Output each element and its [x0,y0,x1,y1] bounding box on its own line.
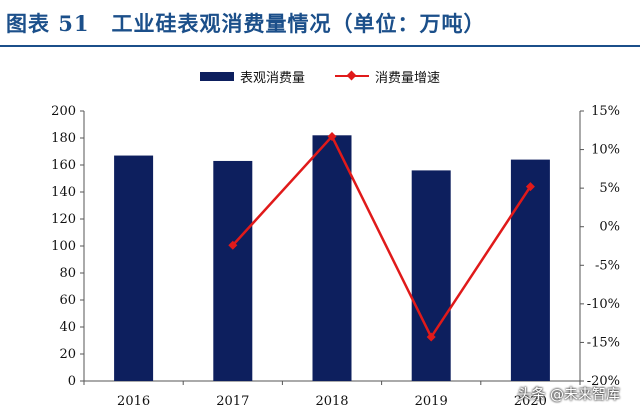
y-left-tick-label: 0 [68,374,76,389]
chart-legend: 表观消费量 消费量增速 [0,66,640,86]
x-tick-label: 2019 [415,394,448,409]
legend-bar-label: 表观消费量 [239,70,305,86]
y-right-tick-label: 5% [599,181,620,196]
y-left-tick-label: 140 [51,185,76,200]
y-left-tick-label: 200 [51,104,76,119]
legend-item-bar: 表观消费量 [199,67,305,86]
bar [312,135,352,381]
growth-line [231,134,532,340]
y-left-tick-label: 80 [59,266,76,281]
x-tick-label: 2018 [315,394,348,409]
legend-bar-swatch [199,71,234,81]
legend-item-line: 消费量增速 [335,67,440,86]
bar [114,155,154,381]
y-left-tick-label: 160 [51,158,76,173]
bar [411,170,451,381]
figure-header: 图表 51 工业硅表观消费量情况（单位：万吨） [0,0,640,46]
y-left-tick-label: 20 [59,347,76,362]
legend-line-swatch [335,71,369,81]
x-tick-label: 2017 [216,394,249,409]
growth-point [327,131,337,141]
y-right-tick-label: 0% [599,220,620,235]
bar [510,159,550,381]
y-right-tick-label: 15% [591,104,620,119]
y-left-tick-label: 100 [51,239,76,254]
figure-title: 图表 51 工业硅表观消费量情况（单位：万吨） [6,11,486,36]
x-tick-label: 2020 [514,394,547,409]
growth-point [228,240,238,250]
y-right-tick-label: -10% [587,297,620,312]
y-right-tick-label: -5% [595,258,620,273]
y-left-tick-label: 180 [51,131,76,146]
y-left-tick-label: 120 [51,212,76,227]
y-left-tick-label: 60 [59,293,76,308]
x-tick-label: 2016 [117,394,150,409]
y-right-tick-label: 10% [591,143,620,158]
growth-point [525,182,535,192]
y-right-tick-label: -15% [587,335,620,350]
y-right-tick-label: -20% [587,374,620,389]
bar [213,160,253,381]
title-divider [0,45,640,47]
growth-point [426,332,436,342]
watermark: 头条 @未来智库 [517,387,620,403]
legend-line-label: 消费量增速 [375,70,441,86]
y-left-tick-label: 40 [59,320,76,335]
